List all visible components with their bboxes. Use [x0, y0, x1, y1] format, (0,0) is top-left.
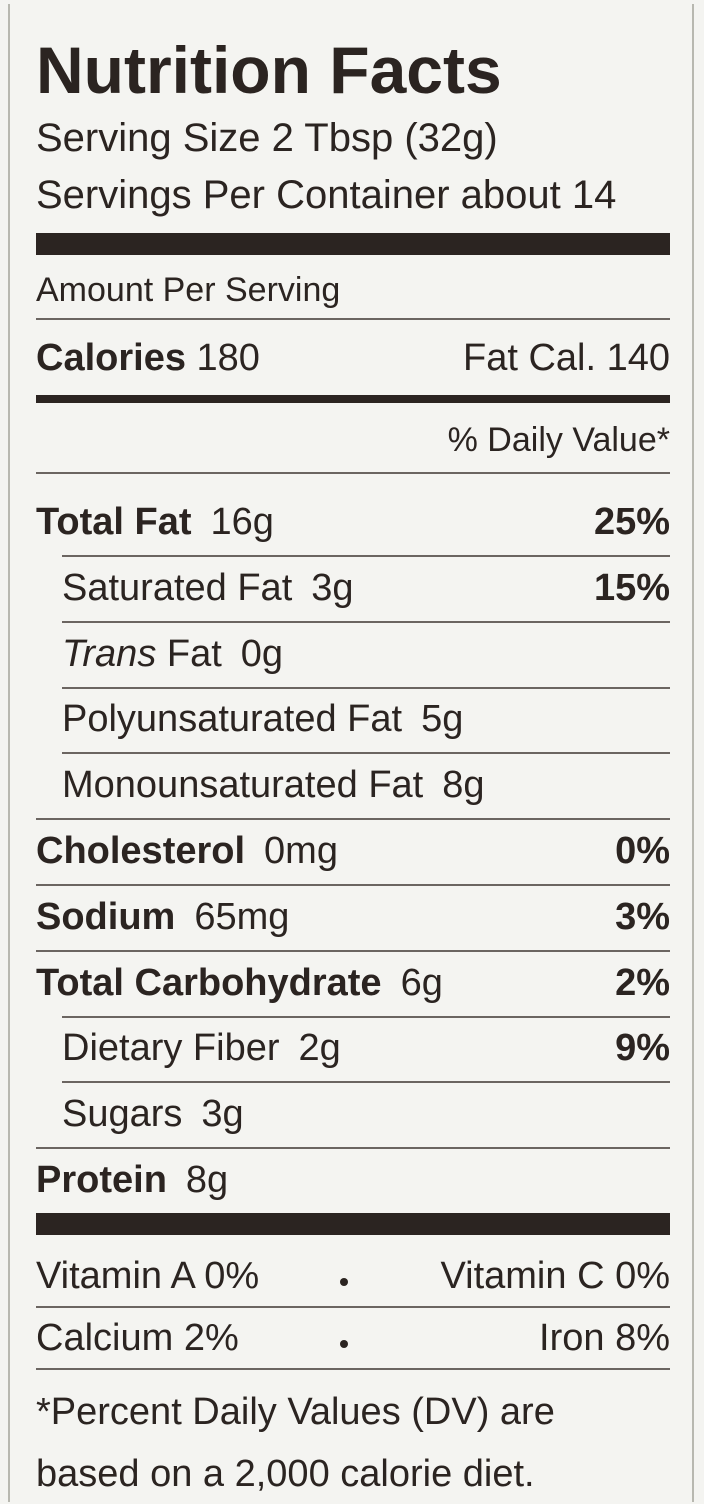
rule	[62, 620, 670, 623]
nutrient-amount: 2g	[298, 1027, 341, 1070]
thick-bar	[36, 1213, 670, 1235]
vitamin: Vitamin A 0%	[36, 1254, 259, 1298]
daily-value-header: % Daily Value*	[447, 421, 670, 459]
vitamin-label: Vitamin A	[36, 1255, 194, 1297]
nutrient-row: Cholesterol 0mg	[36, 829, 338, 873]
nutrient-label: Dietary Fiber	[62, 1027, 280, 1070]
vitamin-value: 2%	[183, 1317, 239, 1359]
vitamin-label: Calcium	[36, 1317, 174, 1359]
nutrient-label: Monounsaturated Fat	[62, 764, 424, 807]
rule	[36, 818, 670, 821]
nutrient-dv: 25%	[593, 501, 670, 543]
nutrient-label: Protein	[36, 1159, 167, 1201]
nutrient-label: Total Carbohydrate	[36, 961, 382, 1004]
nutrient-label: Sodium	[36, 895, 176, 938]
nutrient-amount: 65mg	[194, 895, 290, 938]
nutrient-amount: 6g	[400, 961, 443, 1004]
nutrient-dv: 15%	[593, 566, 670, 609]
frame	[8, 4, 694, 1502]
nutrient-label: Fat	[166, 632, 222, 675]
nutrient-row: Monounsaturated Fat 8g	[62, 763, 485, 807]
vitamin: Calcium 2%	[36, 1316, 239, 1360]
vitamin-value: 8%	[615, 1317, 670, 1359]
vitamin: Iron 8%	[539, 1316, 670, 1360]
nutrient-row: Total Carbohydrate 6g	[36, 961, 443, 1005]
calories-label: Calories	[36, 337, 186, 379]
nutrient-label: Polyunsaturated Fat	[62, 698, 403, 741]
rule	[62, 686, 670, 689]
nutrient-row: Total Fat 16g	[36, 500, 274, 544]
nutrient-amount: 5g	[421, 698, 464, 741]
nutrient-amount: 0mg	[264, 830, 338, 872]
footnote-line: *Percent Daily Values (DV) are	[36, 1391, 555, 1433]
nutrient-row: Protein 8g	[36, 1158, 228, 1202]
medium-bar	[36, 395, 670, 403]
rule	[62, 554, 670, 557]
bullet	[340, 1278, 348, 1286]
nutrient-amount: 3g	[311, 566, 354, 609]
nutrient-dv: 0%	[615, 830, 670, 872]
nutrient-amount: 3g	[201, 1093, 244, 1136]
fat-calories-value: 140	[606, 337, 670, 379]
rule	[36, 472, 670, 474]
bullet	[340, 1340, 348, 1348]
nutrient-amount: 8g	[442, 764, 485, 807]
nutrient-amount: 16g	[210, 501, 274, 543]
serving-size: Serving Size 2 Tbsp (32g)	[36, 116, 498, 160]
servings: Servings Per Container about 14	[36, 173, 617, 217]
rule	[36, 1306, 670, 1308]
vitamin-value: 0%	[615, 1255, 670, 1297]
rule	[62, 1081, 670, 1084]
nutrient-label-italic: Trans	[62, 632, 157, 675]
amount-per-serving: Amount Per Serving	[36, 271, 341, 309]
nutrient-row: Saturated Fat 3g	[62, 566, 354, 610]
vitamin-value: 0%	[204, 1255, 260, 1297]
nutrient-row: Sugars 3g	[62, 1092, 244, 1136]
nutrient-row: Dietary Fiber 2g	[62, 1026, 341, 1070]
nutrient-label: Saturated Fat	[62, 566, 293, 609]
calories-value: 180	[196, 337, 260, 379]
nutrient-dv: 9%	[615, 1027, 670, 1070]
nutrient-label: Total Fat	[36, 501, 192, 543]
title: Nutrition Facts	[36, 33, 502, 107]
fat-calories: Fat Cal. 140	[463, 336, 670, 380]
rule	[62, 1015, 670, 1018]
calories: Calories 180	[36, 336, 260, 380]
rule	[62, 752, 670, 755]
vitamin-label: Iron	[539, 1317, 605, 1359]
nutrient-amount: 0g	[240, 632, 284, 675]
rule	[36, 1147, 670, 1150]
rule	[36, 318, 670, 320]
fat-calories-label: Fat Cal.	[462, 337, 597, 379]
nutrient-row: Polyunsaturated Fat 5g	[62, 697, 463, 741]
nutrient-dv: 3%	[615, 895, 670, 938]
nutrient-row: Trans Fat 0g	[62, 632, 283, 676]
nutrient-row: Sodium 65mg	[36, 895, 289, 939]
rule	[36, 949, 670, 952]
thick-bar	[36, 233, 670, 255]
vitamin-label: Vitamin C	[440, 1255, 605, 1297]
nutrient-label: Cholesterol	[36, 830, 246, 872]
nutrient-amount: 8g	[185, 1159, 229, 1201]
nutrient-label: Sugars	[62, 1093, 183, 1136]
nutrient-dv: 2%	[615, 961, 670, 1004]
rule	[36, 883, 670, 886]
vitamin: Vitamin C 0%	[440, 1254, 670, 1298]
footnote-line: based on a 2,000 calorie diet.	[36, 1453, 535, 1495]
rule	[36, 1368, 670, 1370]
